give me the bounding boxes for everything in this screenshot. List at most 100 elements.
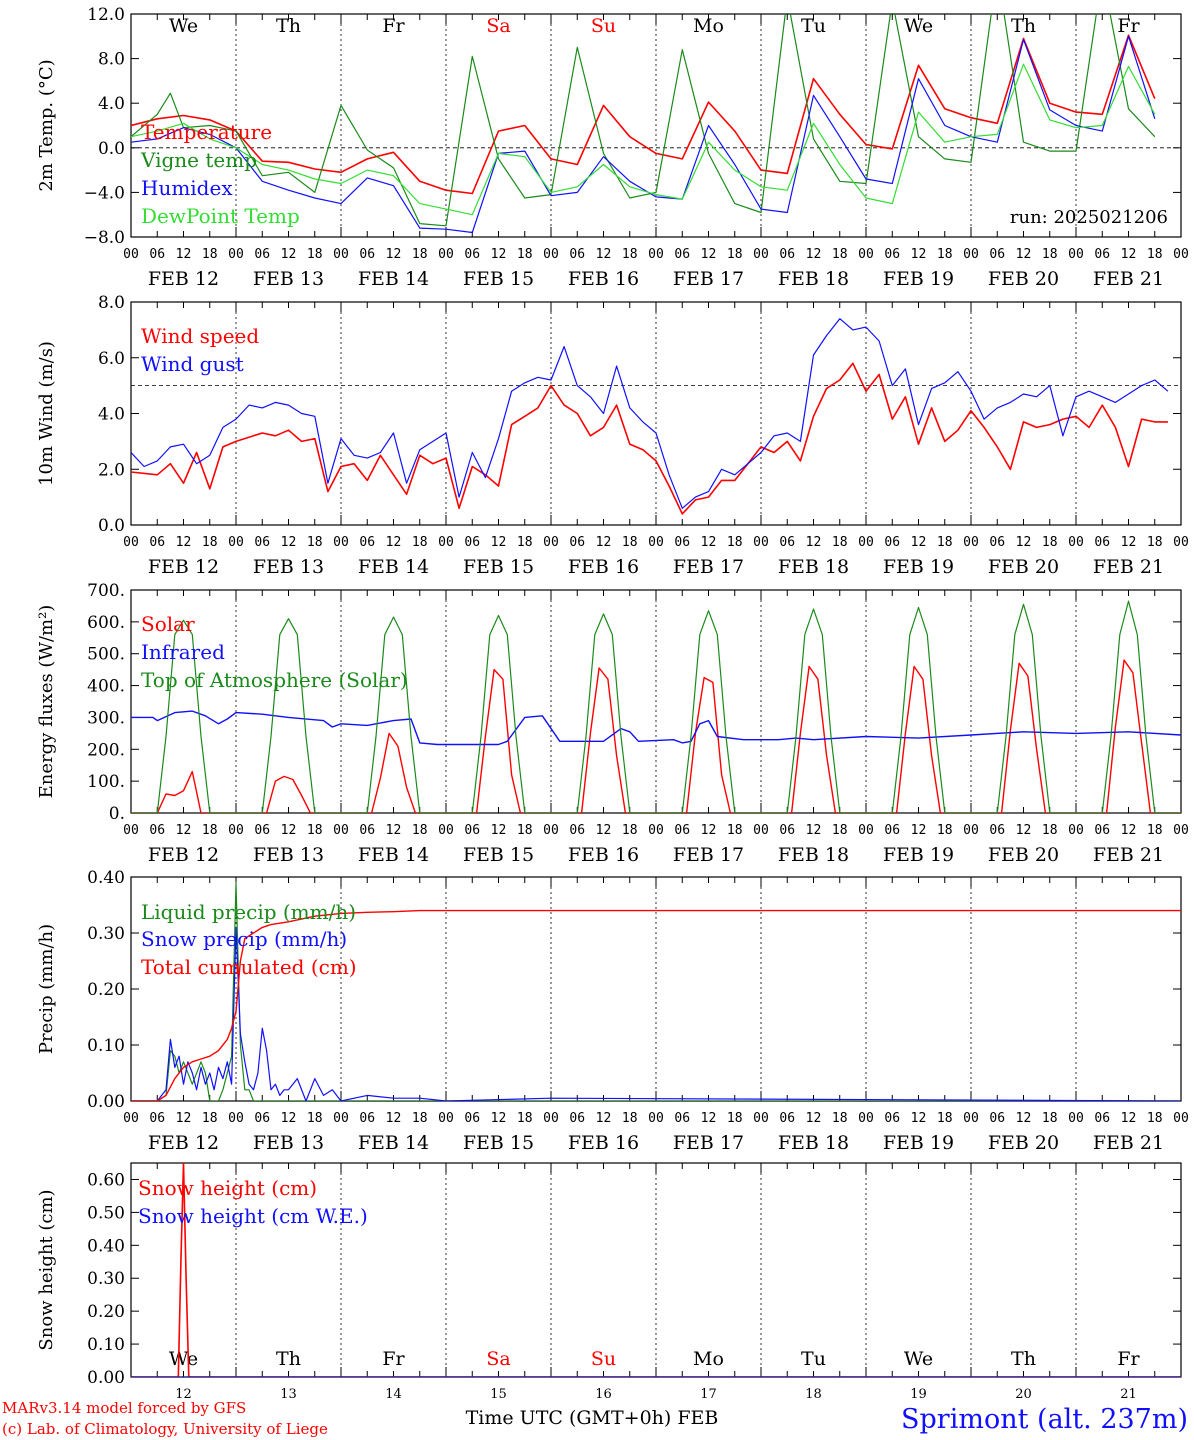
- hour-tick-label: 00: [333, 823, 349, 838]
- date-label: FEB 18: [778, 556, 849, 578]
- date-label: FEB 19: [883, 844, 954, 866]
- hour-tick-label: 00: [648, 1111, 664, 1126]
- hour-tick-label: 18: [517, 823, 533, 838]
- hour-tick-label: 12: [806, 247, 822, 262]
- date-label: FEB 12: [148, 268, 219, 290]
- y-tick-label: 0.0: [98, 516, 125, 536]
- hour-tick-label: 18: [202, 535, 218, 550]
- y-axis-title: Snow height (cm): [36, 1189, 57, 1350]
- hour-tick-label: 00: [858, 535, 874, 550]
- hour-tick-label: 06: [359, 247, 375, 262]
- hour-tick-label: 18: [937, 535, 953, 550]
- day-number-label: 15: [490, 1387, 507, 1402]
- y-tick-label: 0.40: [87, 1236, 125, 1256]
- legend-entry: Snow height (cm W.E.): [138, 1204, 368, 1228]
- hour-tick-label: 12: [1121, 247, 1137, 262]
- hour-tick-label: 12: [281, 247, 297, 262]
- hour-tick-label: 06: [569, 1111, 585, 1126]
- hour-tick-label: 06: [989, 247, 1005, 262]
- hour-tick-label: 12: [596, 247, 612, 262]
- hour-tick-label: 00: [438, 1111, 454, 1126]
- hour-tick-label: 12: [491, 247, 507, 262]
- hour-tick-label: 18: [832, 535, 848, 550]
- hour-tick-label: 18: [1147, 247, 1163, 262]
- date-label: FEB 15: [463, 556, 534, 578]
- hour-tick-label: 12: [176, 247, 192, 262]
- hour-tick-label: 12: [386, 1111, 402, 1126]
- date-label: FEB 14: [358, 556, 429, 578]
- hour-tick-label: 06: [779, 1111, 795, 1126]
- date-label: FEB 16: [568, 1132, 639, 1154]
- hour-tick-label: 12: [491, 535, 507, 550]
- day-number-label: 19: [910, 1387, 927, 1402]
- date-label: FEB 18: [778, 844, 849, 866]
- hour-tick-label: 12: [911, 823, 927, 838]
- station-name: Sprimont (alt. 237m): [901, 1404, 1188, 1435]
- hour-tick-label: 00: [1068, 1111, 1084, 1126]
- hour-tick-label: 18: [517, 535, 533, 550]
- y-axis-title: 10m Wind (m/s): [36, 341, 57, 486]
- y-tick-label: 8.0: [98, 293, 125, 313]
- y-tick-label: 0.30: [87, 924, 125, 944]
- hour-tick-label: 00: [123, 247, 139, 262]
- date-label: FEB 16: [568, 844, 639, 866]
- hour-tick-label: 12: [281, 823, 297, 838]
- y-tick-label: 0.10: [87, 1036, 125, 1056]
- weekday-label: Su: [591, 1348, 616, 1370]
- legend-entry: Total cumulated (cm): [141, 955, 357, 979]
- hour-tick-label: 12: [911, 535, 927, 550]
- series-line-1: [131, 34, 1156, 195]
- y-tick-label: 100.: [87, 772, 125, 792]
- hour-tick-label: 06: [359, 1111, 375, 1126]
- weekday-label: Fr: [1117, 1348, 1140, 1370]
- hour-tick-label: 00: [333, 535, 349, 550]
- hour-tick-label: 00: [1173, 535, 1189, 550]
- y-tick-label: −4.0: [84, 183, 125, 203]
- hour-tick-label: 12: [596, 823, 612, 838]
- hour-tick-label: 12: [701, 535, 717, 550]
- hour-tick-label: 00: [753, 247, 769, 262]
- hour-tick-label: 18: [622, 247, 638, 262]
- hour-tick-label: 06: [1094, 1111, 1110, 1126]
- day-number-label: 18: [805, 1387, 822, 1402]
- y-tick-label: 0.20: [87, 1302, 125, 1322]
- hour-tick-label: 06: [464, 823, 480, 838]
- date-label: FEB 19: [883, 556, 954, 578]
- hour-tick-label: 00: [648, 823, 664, 838]
- series-line-3: [131, 35, 1156, 234]
- date-label: FEB 16: [568, 556, 639, 578]
- hour-tick-label: 12: [1016, 247, 1032, 262]
- hour-tick-label: 00: [858, 247, 874, 262]
- day-number-label: 21: [1120, 1387, 1137, 1402]
- date-label: FEB 21: [1093, 844, 1164, 866]
- hour-tick-label: 12: [806, 535, 822, 550]
- date-label: FEB 17: [673, 1132, 744, 1154]
- day-number-label: 17: [700, 1387, 717, 1402]
- hour-tick-label: 12: [1016, 535, 1032, 550]
- weekday-label: We: [169, 15, 198, 37]
- hour-tick-label: 06: [989, 1111, 1005, 1126]
- weekday-label: Fr: [382, 1348, 405, 1370]
- hour-tick-label: 00: [753, 1111, 769, 1126]
- hour-tick-label: 06: [989, 823, 1005, 838]
- hour-tick-label: 00: [858, 823, 874, 838]
- y-tick-label: 0.30: [87, 1269, 125, 1289]
- hour-tick-label: 06: [569, 247, 585, 262]
- series-line-4: [131, 63, 1156, 216]
- series-line-3: [131, 909, 1181, 1101]
- hour-tick-label: 12: [701, 1111, 717, 1126]
- lab-credit: (c) Lab. of Climatology, University of L…: [2, 1420, 328, 1438]
- hour-tick-label: 18: [307, 247, 323, 262]
- weekday-label: Th: [276, 15, 301, 37]
- hour-tick-label: 00: [123, 535, 139, 550]
- hour-tick-label: 00: [1173, 1111, 1189, 1126]
- series-line-3: [131, 600, 1181, 813]
- hour-tick-label: 06: [359, 535, 375, 550]
- y-tick-label: 0.50: [87, 1203, 125, 1223]
- hour-tick-label: 06: [674, 247, 690, 262]
- date-label: FEB 13: [253, 844, 324, 866]
- hour-tick-label: 18: [832, 247, 848, 262]
- weekday-label: We: [904, 1348, 933, 1370]
- hour-tick-label: 06: [884, 247, 900, 262]
- y-tick-label: 200.: [87, 740, 125, 760]
